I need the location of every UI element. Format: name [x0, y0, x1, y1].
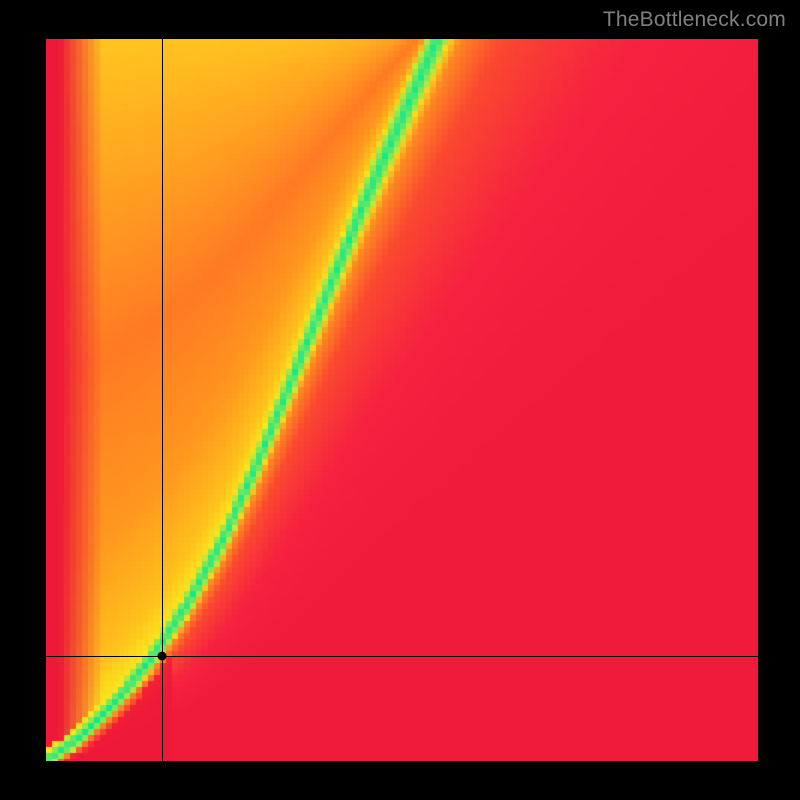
crosshair-horizontal	[46, 656, 758, 657]
heatmap-plot	[46, 39, 758, 761]
heatmap-canvas	[46, 39, 758, 761]
crosshair-marker	[157, 652, 166, 661]
watermark-text: TheBottleneck.com	[603, 8, 786, 32]
